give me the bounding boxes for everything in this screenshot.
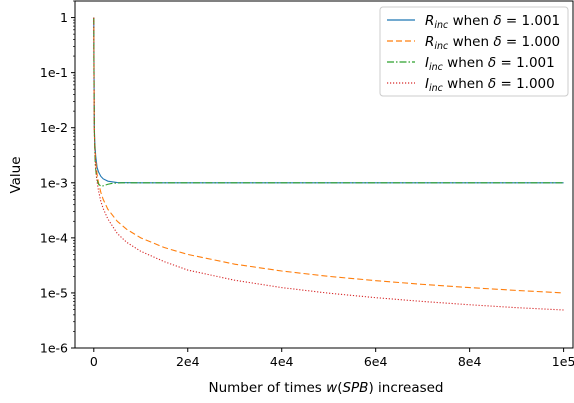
y-tick-label: 1e-4 xyxy=(40,230,68,245)
x-tick-label: 4e4 xyxy=(270,354,294,369)
x-tick-label: 6e4 xyxy=(364,354,388,369)
legend-label: Rinc when δ = 1.000 xyxy=(425,34,560,52)
y-tick-label: 1e-2 xyxy=(40,120,68,135)
y-tick-label: 1 xyxy=(60,10,68,25)
series-lines xyxy=(93,17,564,311)
legend: Rinc when δ = 1.001 Rinc when δ = 1.000 Ii… xyxy=(379,6,569,97)
plot-frame xyxy=(74,0,574,349)
y-tick-label: 1e-5 xyxy=(40,285,68,300)
y-tick-label: 1e-1 xyxy=(40,65,68,80)
legend-label: Rinc when δ = 1.001 xyxy=(425,13,560,31)
y-tick-label: 1e-6 xyxy=(40,341,68,356)
y-tick-label: 1e-3 xyxy=(40,175,68,190)
legend-label: Iinc when δ = 1.001 xyxy=(425,55,555,73)
legend-label: Iinc when δ = 1.000 xyxy=(425,76,555,94)
x-tick-label: 8e4 xyxy=(458,354,482,369)
x-tick-label: 2e4 xyxy=(176,354,200,369)
x-axis-ticks: 0 2e4 4e4 6e4 8e4 1e5 xyxy=(90,348,574,369)
legend-box xyxy=(379,6,569,97)
y-axis-ticks: 1 1e-1 1e-2 1e-3 1e-4 1e-5 1e-6 xyxy=(40,0,75,356)
series-line-4 xyxy=(93,17,564,311)
x-tick-label: 0 xyxy=(90,354,98,369)
x-axis-label: Number of times w(SPB) increased xyxy=(208,380,443,396)
y-axis-label: Value xyxy=(8,156,24,193)
series-line-2 xyxy=(93,17,564,294)
x-tick-label: 1e5 xyxy=(552,354,574,369)
